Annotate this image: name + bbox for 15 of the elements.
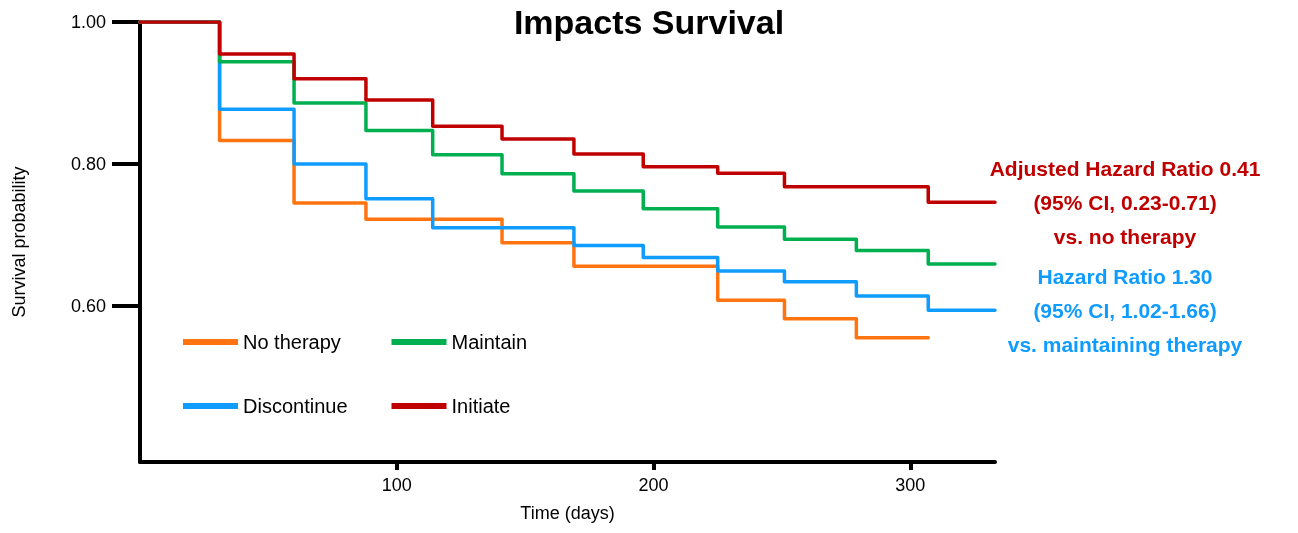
x-tick-label: 300 [895,475,926,495]
x-tick-label: 200 [638,475,669,495]
chart-title: Impacts Survival [513,3,785,41]
x-tick-label: 100 [381,475,412,495]
y-tick-label: 1.00 [70,12,106,32]
legend-label: Maintain [451,331,528,353]
legend-label: Discontinue [243,395,348,417]
legend-label: No therapy [243,331,341,353]
annotation: Adjusted Hazard Ratio 0.41 (95% CI, 0.23-0.71) vs. no therapy [989,156,1261,248]
x-axis-title: Time (days) [520,503,615,523]
annotation: Hazard Ratio 1.30 (95% CI, 1.02-1.66) vs. maintaining therapy [1007,264,1243,356]
y-axis-title: Survival probability [9,166,29,318]
y-tick-label: 0.80 [70,153,106,174]
y-tick-label: 0.60 [70,295,106,316]
legend-label: Initiate [451,395,511,417]
